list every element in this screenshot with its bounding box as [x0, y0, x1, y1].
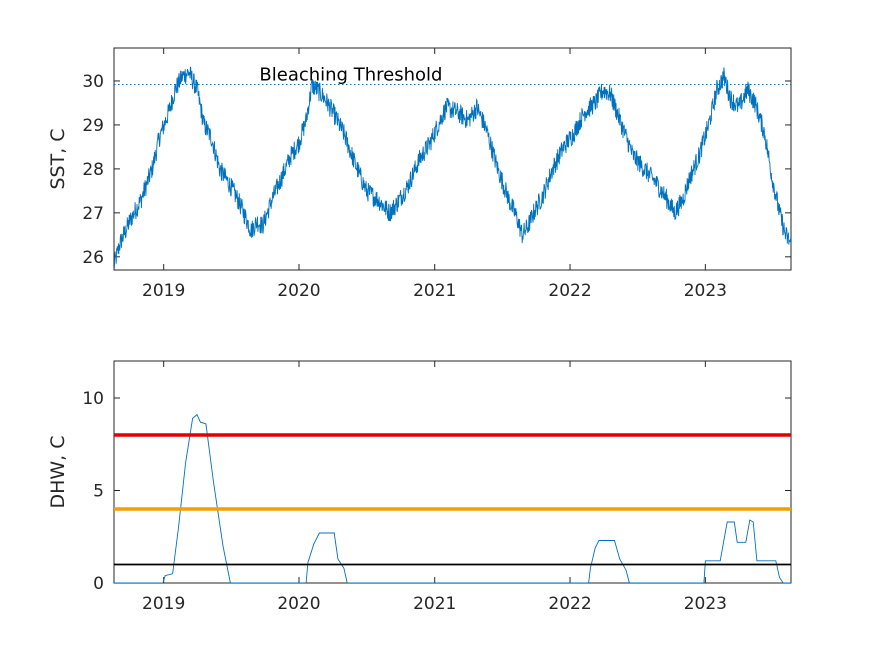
dhw-x-tick-label: 2022	[548, 594, 591, 614]
sst-x-tick-label: 2022	[548, 281, 591, 301]
sst-y-tick-label: 29	[82, 116, 104, 136]
sst-axes-frame	[113, 47, 792, 271]
sst-y-tick-label: 30	[82, 72, 104, 92]
sst-annotation: Bleaching Threshold	[259, 64, 442, 85]
dhw-y-tick-label: 10	[82, 389, 104, 409]
sst-y-tick-label: 26	[82, 248, 104, 268]
sst-y-tick-label: 28	[82, 160, 104, 180]
sst-x-tick-label: 2023	[684, 281, 727, 301]
sst-y-axis-label: SST, C	[47, 128, 69, 189]
dhw-x-tick-label: 2021	[413, 594, 456, 614]
dhw-x-tick-label: 2023	[684, 594, 727, 614]
sst-series-line	[114, 66, 791, 269]
dhw-y-axis-label: DHW, C	[47, 435, 69, 508]
dhw-axes-frame	[113, 360, 792, 584]
dhw-series-line	[114, 413, 791, 583]
sst-x-tick-label: 2019	[142, 281, 185, 301]
dhw-chart: 2019 2020 2021 2022 2023 0 5 10 DHW, C	[47, 360, 792, 614]
sst-x-tick-label: 2021	[413, 281, 456, 301]
dhw-y-tick-label: 0	[93, 574, 104, 594]
sst-chart: 2019 2020 2021 2022 2023 26 27 28 29 30 SST, C Blea…	[47, 47, 792, 301]
dhw-y-tick-label: 5	[93, 482, 104, 502]
dhw-x-tick-label: 2019	[142, 594, 185, 614]
sst-y-tick-label: 27	[82, 204, 104, 224]
dhw-x-tick-label: 2020	[277, 594, 320, 614]
sst-x-tick-label: 2020	[277, 281, 320, 301]
